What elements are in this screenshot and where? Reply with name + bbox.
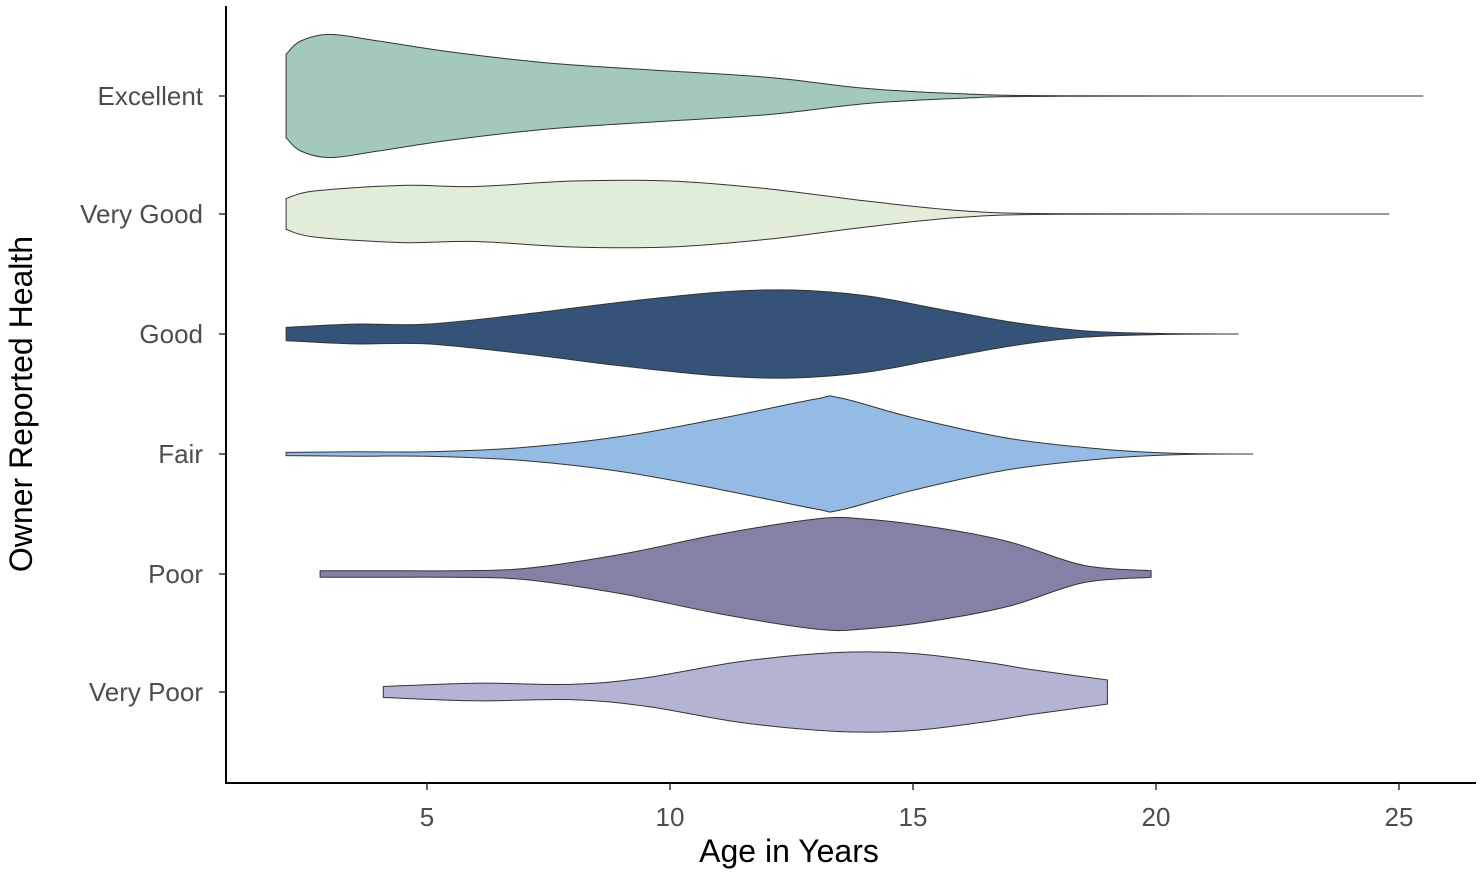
y-axis-title: Owner Reported Health [3,236,39,572]
x-tick-label: 20 [1142,802,1171,832]
violin-very-poor [382,651,1108,733]
x-tick-label: 15 [899,802,928,832]
y-tick-label: Excellent [98,81,204,111]
violin-fair [285,395,1254,513]
x-tick-label: 10 [656,802,685,832]
violin-poor [319,516,1152,632]
violin-layer [285,33,1424,733]
y-tick-label: Very Good [80,199,203,229]
violin-very-good [285,179,1390,249]
y-tick-label: Poor [148,559,203,589]
y-tick-label: Very Poor [89,677,204,707]
y-axis: Excellent Very Good Good Fair Poor Very Poor [80,81,226,707]
x-tick-label: 5 [420,802,434,832]
y-tick-label: Fair [158,439,203,469]
x-axis-title: Age in Years [699,833,879,869]
x-axis: 5 10 15 20 25 [420,783,1414,832]
violin-excellent [285,33,1424,159]
violin-good [285,289,1239,379]
y-tick-label: Good [139,319,203,349]
x-tick-label: 25 [1385,802,1414,832]
